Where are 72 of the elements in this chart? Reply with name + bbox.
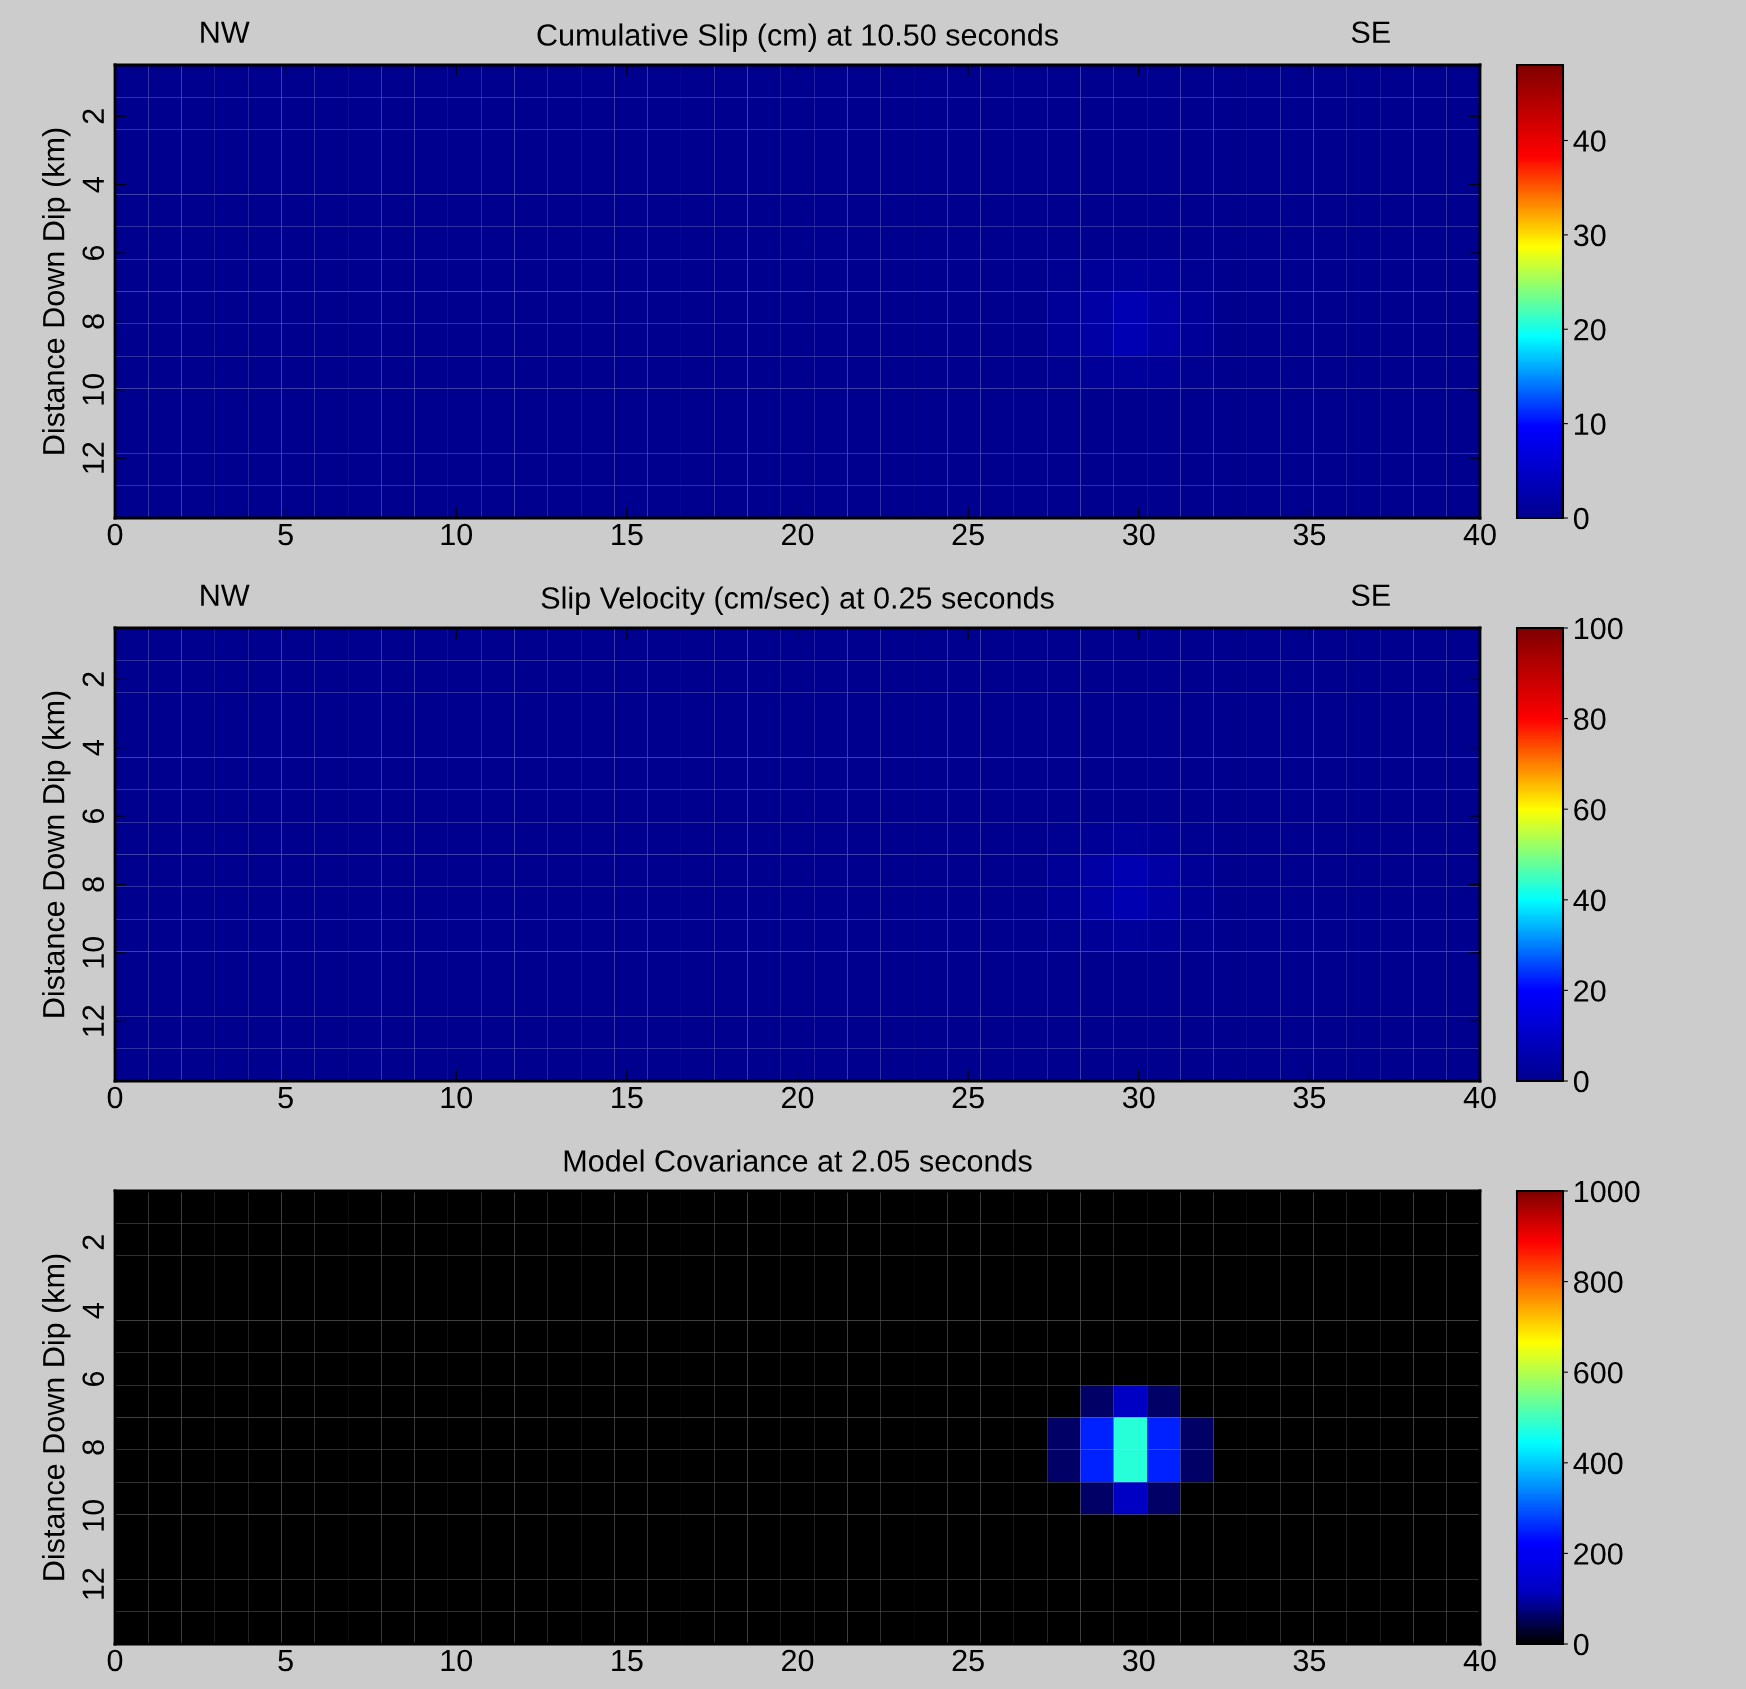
color-bar-label: 100 — [1575, 617, 1623, 640]
y-tick-label: 2 — [82, 109, 104, 124]
x-tick-label: 20 — [782, 1649, 814, 1672]
x-tick-label: 10 — [441, 1649, 473, 1672]
color-bar-label: 10 — [1575, 413, 1606, 435]
y-tick-label: 10 — [82, 1499, 105, 1531]
x-tick-label: 35 — [1293, 523, 1326, 546]
x-tick-label: 15 — [612, 1086, 643, 1109]
y-tick-label: 2 — [82, 1235, 104, 1250]
x-tick-label: 10 — [441, 523, 473, 546]
x-tick-label: 40 — [1463, 523, 1496, 546]
y-tick-label: 12 — [82, 1005, 104, 1036]
text: NW — [201, 21, 250, 43]
y-tick-label: 2 — [82, 672, 104, 687]
x-tick-label: 35 — [1293, 1086, 1326, 1109]
color-bar-label: 400 — [1573, 1452, 1623, 1475]
x-tick-label: 25 — [952, 1649, 984, 1672]
x-tick-label: 30 — [1122, 523, 1155, 546]
color-bar-label: 40 — [1573, 889, 1606, 912]
y-tick-label: 10 — [82, 373, 105, 405]
x-tick-label: 30 — [1122, 1649, 1155, 1672]
x-tick-label: 25 — [952, 523, 984, 546]
color-bar-label: 0 — [1573, 1070, 1589, 1093]
x-tick-label: 5 — [278, 1649, 293, 1672]
y-tick-label: 12 — [82, 442, 104, 473]
x-tick-label: 0 — [107, 523, 123, 546]
x-tick-label: 25 — [952, 1086, 984, 1109]
color-bar-label: 40 — [1573, 130, 1606, 152]
x-tick-label: 0 — [107, 1086, 123, 1109]
y-tick-label: 6 — [82, 245, 105, 260]
y-tick-label: 4 — [82, 177, 104, 193]
x-tick-label: 5 — [278, 523, 293, 546]
color-bar-label: 20 — [1574, 980, 1606, 1002]
color-bar-label: 800 — [1574, 1271, 1623, 1293]
chart-title: Cumulative Slip (cm) at 10.50 seconds — [537, 23, 1058, 52]
color-bar-label: 200 — [1574, 1543, 1623, 1565]
y-tick-label: 8 — [82, 314, 105, 329]
x-tick-label: 10 — [441, 1086, 473, 1109]
color-bar-label: 600 — [1574, 1361, 1623, 1384]
x-tick-label: 40 — [1463, 1649, 1496, 1672]
text: SE — [1351, 21, 1390, 44]
y-axis-title: Distance Down Dip (km) — [42, 691, 71, 1017]
chart-title: Slip Velocity (cm/sec) at 0.25 seconds — [541, 586, 1054, 615]
chart-title: Model Covariance at 2.05 seconds — [564, 1149, 1032, 1172]
color-bar-label: 60 — [1574, 798, 1606, 821]
y-tick-label: 12 — [82, 1568, 104, 1599]
y-tick-label: 4 — [82, 1303, 104, 1319]
y-tick-label: 6 — [82, 808, 105, 823]
x-tick-label: 40 — [1463, 1086, 1496, 1109]
y-axis-title: Distance Down Dip (km) — [42, 1254, 71, 1580]
color-bar-label: 0 — [1573, 1633, 1589, 1656]
x-tick-label: 5 — [278, 1086, 293, 1109]
x-tick-label: 0 — [107, 1649, 123, 1672]
x-tick-label: 20 — [782, 523, 814, 546]
y-tick-label: 4 — [82, 740, 104, 756]
color-bar-label: 1000 — [1575, 1180, 1640, 1203]
color-bar-label: 20 — [1574, 318, 1606, 341]
x-tick-label: 15 — [612, 1649, 643, 1672]
color-bar-label: 80 — [1574, 708, 1606, 730]
y-tick-label: 6 — [82, 1371, 105, 1386]
x-tick-label: 30 — [1122, 1086, 1155, 1109]
y-tick-label: 10 — [82, 936, 105, 968]
y-tick-label: 8 — [82, 1440, 105, 1455]
x-tick-label: 20 — [782, 1086, 814, 1109]
color-bar-label: 0 — [1573, 507, 1589, 530]
text: SE — [1351, 584, 1390, 607]
color-bar-label: 30 — [1573, 224, 1606, 247]
x-tick-label: 35 — [1293, 1649, 1326, 1672]
y-tick-label: 8 — [82, 877, 105, 892]
text: NW — [201, 584, 250, 606]
x-tick-label: 15 — [612, 523, 643, 546]
y-axis-title: Distance Down Dip (km) — [42, 128, 71, 454]
